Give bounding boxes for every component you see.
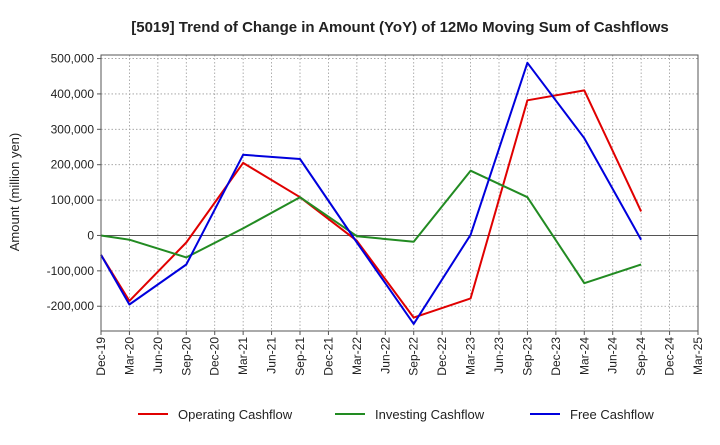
y-tick-label: 300,000 xyxy=(51,122,95,136)
y-tick-label: 200,000 xyxy=(51,158,95,172)
legend-label: Investing Cashflow xyxy=(375,407,485,422)
x-tick-label: Mar-24 xyxy=(577,337,591,375)
series-line-investing-cashflow xyxy=(100,169,642,285)
y-axis-ticks: 500,000 400,000 300,000 200,000 100,000 0 -100… xyxy=(47,52,101,313)
x-tick-label: Dec-19 xyxy=(94,337,108,376)
legend: Operating Cashflow Investing Cashflow Free… xyxy=(138,407,654,422)
x-tick-label: Mar-22 xyxy=(350,337,364,375)
y-axis-title: Amount (million yen) xyxy=(7,133,22,252)
x-tick-label: Mar-20 xyxy=(122,337,136,375)
series-lines xyxy=(100,61,643,325)
y-tick-label: 400,000 xyxy=(51,87,95,101)
x-tick-label: Jun-23 xyxy=(492,337,506,374)
series-line-free-cashflow xyxy=(100,61,642,325)
y-tick-label: 0 xyxy=(87,228,94,242)
x-tick-label: Dec-23 xyxy=(549,337,563,376)
legend-label: Free Cashflow xyxy=(570,407,654,422)
series-line-operating-cashflow xyxy=(100,89,643,319)
x-tick-label: Mar-23 xyxy=(464,337,478,375)
plot-area-frame xyxy=(100,54,699,332)
y-tick-label: -200,000 xyxy=(47,299,95,313)
x-tick-label: Sep-21 xyxy=(293,337,307,376)
x-tick-label: Jun-20 xyxy=(151,337,165,374)
y-tick-label: 100,000 xyxy=(51,193,95,207)
x-tick-label: Sep-24 xyxy=(634,337,648,376)
x-tick-label: Sep-23 xyxy=(520,337,534,376)
chart-title: [5019] Trend of Change in Amount (YoY) o… xyxy=(131,19,669,36)
x-tick-label: Jun-21 xyxy=(265,337,279,374)
x-tick-label: Dec-21 xyxy=(321,337,335,376)
x-tick-label: Sep-20 xyxy=(179,337,193,376)
x-tick-label: Dec-24 xyxy=(663,337,677,376)
x-tick-label: Jun-24 xyxy=(606,337,620,374)
x-tick-label: Mar-21 xyxy=(236,337,250,375)
x-tick-label: Sep-22 xyxy=(407,337,421,376)
x-axis-ticks: Dec-19 Mar-20 Jun-20 Sep-20 Dec-20 Mar-21 Jun-… xyxy=(94,331,705,376)
y-tick-label: -100,000 xyxy=(47,264,95,278)
x-tick-label: Mar-25 xyxy=(691,337,705,375)
x-tick-label: Dec-20 xyxy=(208,337,222,376)
x-tick-label: Jun-22 xyxy=(378,337,392,374)
legend-label: Operating Cashflow xyxy=(178,407,293,422)
grid xyxy=(100,55,699,331)
x-tick-label: Dec-22 xyxy=(435,337,449,376)
y-tick-label: 500,000 xyxy=(51,52,95,66)
